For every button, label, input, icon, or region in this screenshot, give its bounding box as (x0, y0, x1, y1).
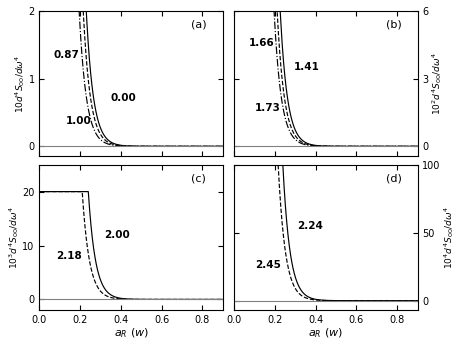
X-axis label: $a_R\ (w)$: $a_R\ (w)$ (308, 327, 344, 340)
Y-axis label: $10^2d^4S_{00}/d\omega^4$: $10^2d^4S_{00}/d\omega^4$ (430, 52, 444, 115)
Text: (b): (b) (387, 20, 402, 30)
Text: (a): (a) (192, 20, 207, 30)
Y-axis label: $10^3d^4S_{00}/d\omega^4$: $10^3d^4S_{00}/d\omega^4$ (7, 206, 21, 269)
Text: (c): (c) (192, 174, 206, 184)
Text: 1.00: 1.00 (66, 116, 92, 126)
Text: 2.00: 2.00 (105, 230, 130, 240)
Text: 2.24: 2.24 (297, 221, 323, 231)
Y-axis label: $10d^4S_{00}/d\omega^4$: $10d^4S_{00}/d\omega^4$ (13, 54, 27, 113)
Text: 1.73: 1.73 (255, 103, 281, 113)
Text: 1.41: 1.41 (294, 62, 319, 73)
X-axis label: $a_R\ (w)$: $a_R\ (w)$ (113, 327, 149, 340)
Text: 0.87: 0.87 (54, 50, 80, 60)
Text: 2.18: 2.18 (56, 251, 81, 261)
Text: 1.66: 1.66 (249, 37, 275, 48)
Text: 2.45: 2.45 (255, 260, 281, 270)
Text: (d): (d) (387, 174, 402, 184)
Text: 0.00: 0.00 (111, 93, 137, 103)
Y-axis label: $10^4d^4S_{00}/d\omega^4$: $10^4d^4S_{00}/d\omega^4$ (442, 206, 456, 269)
